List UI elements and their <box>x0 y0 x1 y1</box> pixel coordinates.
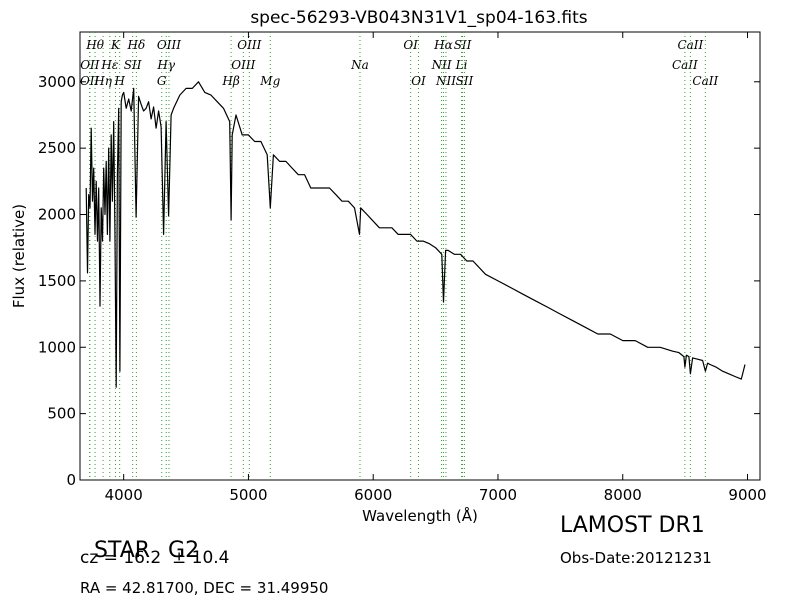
x-tick-label-0: 4000 <box>105 486 143 504</box>
line-marker-label-17: OI <box>403 38 418 52</box>
axis-ticks: 4000 5000 6000 7000 8000 9000 0 500 1000 1500 2000… <box>38 32 767 504</box>
y-tick-label-1: 500 <box>47 405 76 423</box>
line-marker-label-5: K <box>110 38 121 52</box>
line-marker-label-23: SII <box>454 38 472 52</box>
line-marker-label-25: CaII <box>672 58 698 72</box>
x-tick-label-3: 7000 <box>479 486 517 504</box>
object-class: STAR G2 <box>80 513 199 563</box>
chart-title: spec-56293-VB043N31V1_sp04-163.fits <box>250 8 587 28</box>
line-marker-label-4: Hε <box>100 58 118 72</box>
y-tick-label-0: 0 <box>66 471 76 489</box>
y-tick-label-6: 3000 <box>38 73 76 91</box>
line-marker-label-8: Hδ <box>127 38 146 52</box>
line-marker-label-26: CaII <box>677 38 703 52</box>
line-marker-label-10: Hγ <box>156 58 175 72</box>
line-marker-label-21: NII <box>435 74 456 88</box>
line-marker-label-20: Hα <box>433 38 453 52</box>
x-tick-label-5: 9000 <box>728 486 766 504</box>
y-tick-label-5: 2500 <box>38 139 76 157</box>
obs-date-label: Obs-Date:20121231 <box>560 549 712 567</box>
line-marker-label-24: SII <box>456 74 474 88</box>
coordinates-label: RA = 42.81700, DEC = 31.49950 <box>80 579 329 597</box>
line-marker-label-7: SII <box>124 58 142 72</box>
spectrum-line-0 <box>85 81 746 388</box>
y-tick-label-3: 1500 <box>38 272 76 290</box>
x-tick-label-1: 5000 <box>229 486 267 504</box>
x-tick-label-4: 8000 <box>604 486 642 504</box>
line-marker-label-12: Hβ <box>221 74 239 88</box>
line-marker-label-22: Li <box>455 58 468 72</box>
line-marker-label-3: Hη <box>93 74 112 88</box>
x-tick-label-2: 6000 <box>354 486 392 504</box>
spectrum-series <box>85 81 746 388</box>
line-marker-label-15: Mg <box>259 74 280 88</box>
y-tick-label-2: 1000 <box>38 338 76 356</box>
line-marker-label-13: OIII <box>231 58 255 72</box>
line-marker-label-18: OI <box>411 74 426 88</box>
line-marker-label-11: OIII <box>157 38 181 52</box>
line-marker-label-14: OIII <box>237 38 261 52</box>
y-axis-label: Flux (relative) <box>10 204 28 308</box>
class-label: STAR <box>94 538 151 563</box>
spectral-line-markers: OIIOIIHθHηHεKHSIIHδGHγOIIIHβOIIIOIIIMgNa… <box>80 32 719 480</box>
line-marker-label-16: Na <box>350 58 369 72</box>
x-axis-label: Wavelength (Å) <box>362 506 478 525</box>
line-marker-label-6: H <box>113 74 125 88</box>
line-marker-label-27: CaII <box>692 74 718 88</box>
survey-label: LAMOST DR1 <box>560 513 705 538</box>
y-tick-label-4: 2000 <box>38 206 76 224</box>
redshift-label: cz = 16.2 ± 10.4 <box>80 548 230 568</box>
subclass-label: G2 <box>168 538 200 563</box>
line-marker-label-9: G <box>157 74 167 88</box>
line-marker-label-1: OII <box>80 58 100 72</box>
line-marker-label-19: NII <box>431 58 452 72</box>
line-marker-label-2: Hθ <box>85 38 104 52</box>
plot-frame <box>79 31 761 481</box>
